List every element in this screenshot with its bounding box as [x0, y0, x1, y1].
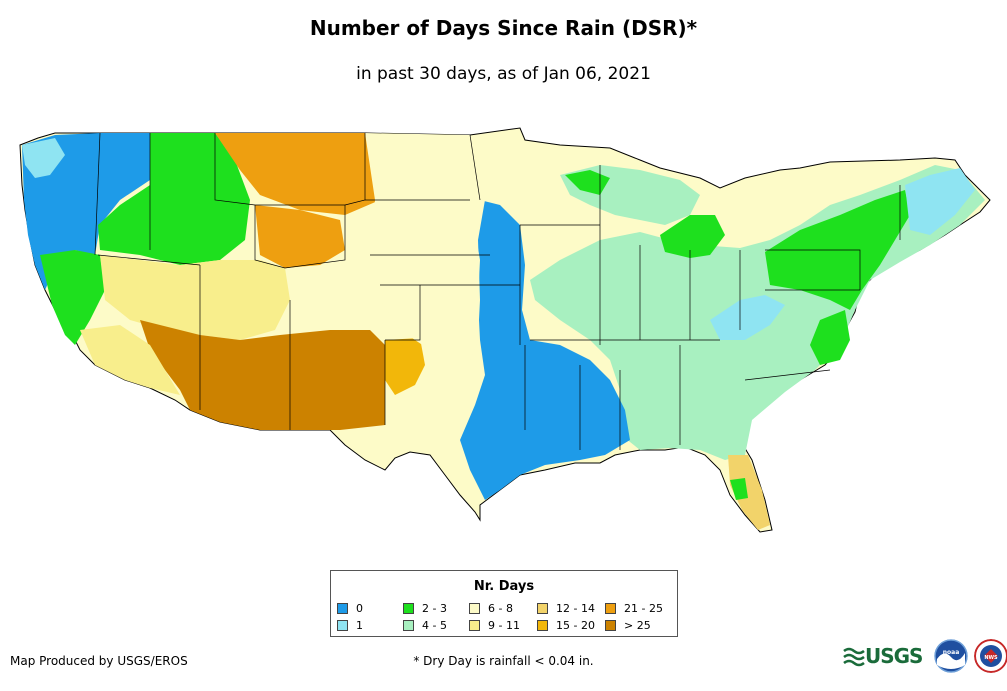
legend-box: Nr. Days 0 1 2 - 3 4 - 5 6 - 8 9 - 11 12… [330, 570, 678, 637]
usgs-logo-text: USGS [865, 644, 923, 668]
svg-text:NWS: NWS [985, 655, 999, 661]
region-ohio-valley-blue [710, 295, 785, 340]
legend-item-9-11: 9 - 11 [469, 618, 520, 632]
legend-item-12-14: 12 - 14 [537, 601, 595, 615]
legend-label: 2 - 3 [422, 601, 447, 615]
map-credit: Map Produced by USGS/EROS [10, 654, 188, 668]
legend-item-21-25: 21 - 25 [605, 601, 663, 615]
region-pnw-lightblue [22, 138, 65, 178]
legend-label: 12 - 14 [556, 601, 595, 615]
map-subtitle: in past 30 days, as of Jan 06, 2021 [356, 64, 651, 84]
region-florida-green [730, 478, 748, 500]
nws-logo: NWS [974, 639, 1007, 673]
legend-label: 9 - 11 [488, 618, 520, 632]
region-new-england-blue [905, 168, 975, 235]
legend-item-15-20: 15 - 20 [537, 618, 595, 632]
usgs-logo: USGS [843, 644, 923, 668]
legend-label: 4 - 5 [422, 618, 447, 632]
region-southwest-brown [140, 320, 385, 430]
region-texas-pan-orange [385, 338, 425, 395]
legend-label: 1 [356, 618, 363, 632]
legend-swatch [337, 602, 348, 614]
legend-swatch [537, 619, 548, 631]
legend-item-gt-25: > 25 [605, 618, 651, 632]
legend-swatch [337, 619, 348, 631]
legend-label: > 25 [624, 618, 651, 632]
legend-item-2-3: 2 - 3 [403, 601, 447, 615]
noaa-logo: noaa [934, 639, 969, 673]
legend-swatch [403, 619, 414, 631]
legend-label: 0 [356, 601, 363, 615]
legend-item-0: 0 [337, 601, 363, 615]
us-dsr-map [19, 127, 991, 533]
legend-label: 6 - 8 [488, 601, 513, 615]
legend-swatch [605, 619, 616, 631]
region-ca-green [40, 250, 105, 345]
agency-logos: USGS noaa NWS [843, 636, 1007, 676]
region-great-basin-yellow [100, 255, 290, 340]
region-wyoming-orange [255, 205, 345, 268]
region-montana-orange [215, 133, 400, 215]
svg-text:noaa: noaa [943, 649, 960, 656]
legend-swatch [403, 602, 414, 614]
region-plains-cream [365, 133, 485, 360]
usgs-wave-icon [843, 647, 865, 667]
region-atlantic-coast-green [810, 310, 850, 365]
region-florida-yellow [728, 455, 770, 530]
region-michigan-green [660, 215, 725, 258]
map-title: Number of Days Since Rain (DSR)* [309, 16, 698, 40]
region-socal-yellow [80, 325, 180, 395]
region-pnw-blue [22, 133, 150, 290]
state-borders [94, 132, 901, 450]
legend-swatch [469, 619, 480, 631]
region-central-blue [460, 200, 630, 500]
legend-swatch [469, 602, 480, 614]
region-idaho-green [98, 133, 250, 265]
legend-swatch [537, 602, 548, 614]
legend-label: 21 - 25 [624, 601, 663, 615]
legend-label: 15 - 20 [556, 618, 595, 632]
legend-item-1: 1 [337, 618, 363, 632]
legend-title: Nr. Days [473, 579, 535, 594]
legend-item-4-5: 4 - 5 [403, 618, 447, 632]
legend-item-6-8: 6 - 8 [469, 601, 513, 615]
legend-swatch [605, 602, 616, 614]
region-wi-green [565, 170, 610, 195]
footnote: * Dry Day is rainfall < 0.04 in. [413, 654, 594, 668]
